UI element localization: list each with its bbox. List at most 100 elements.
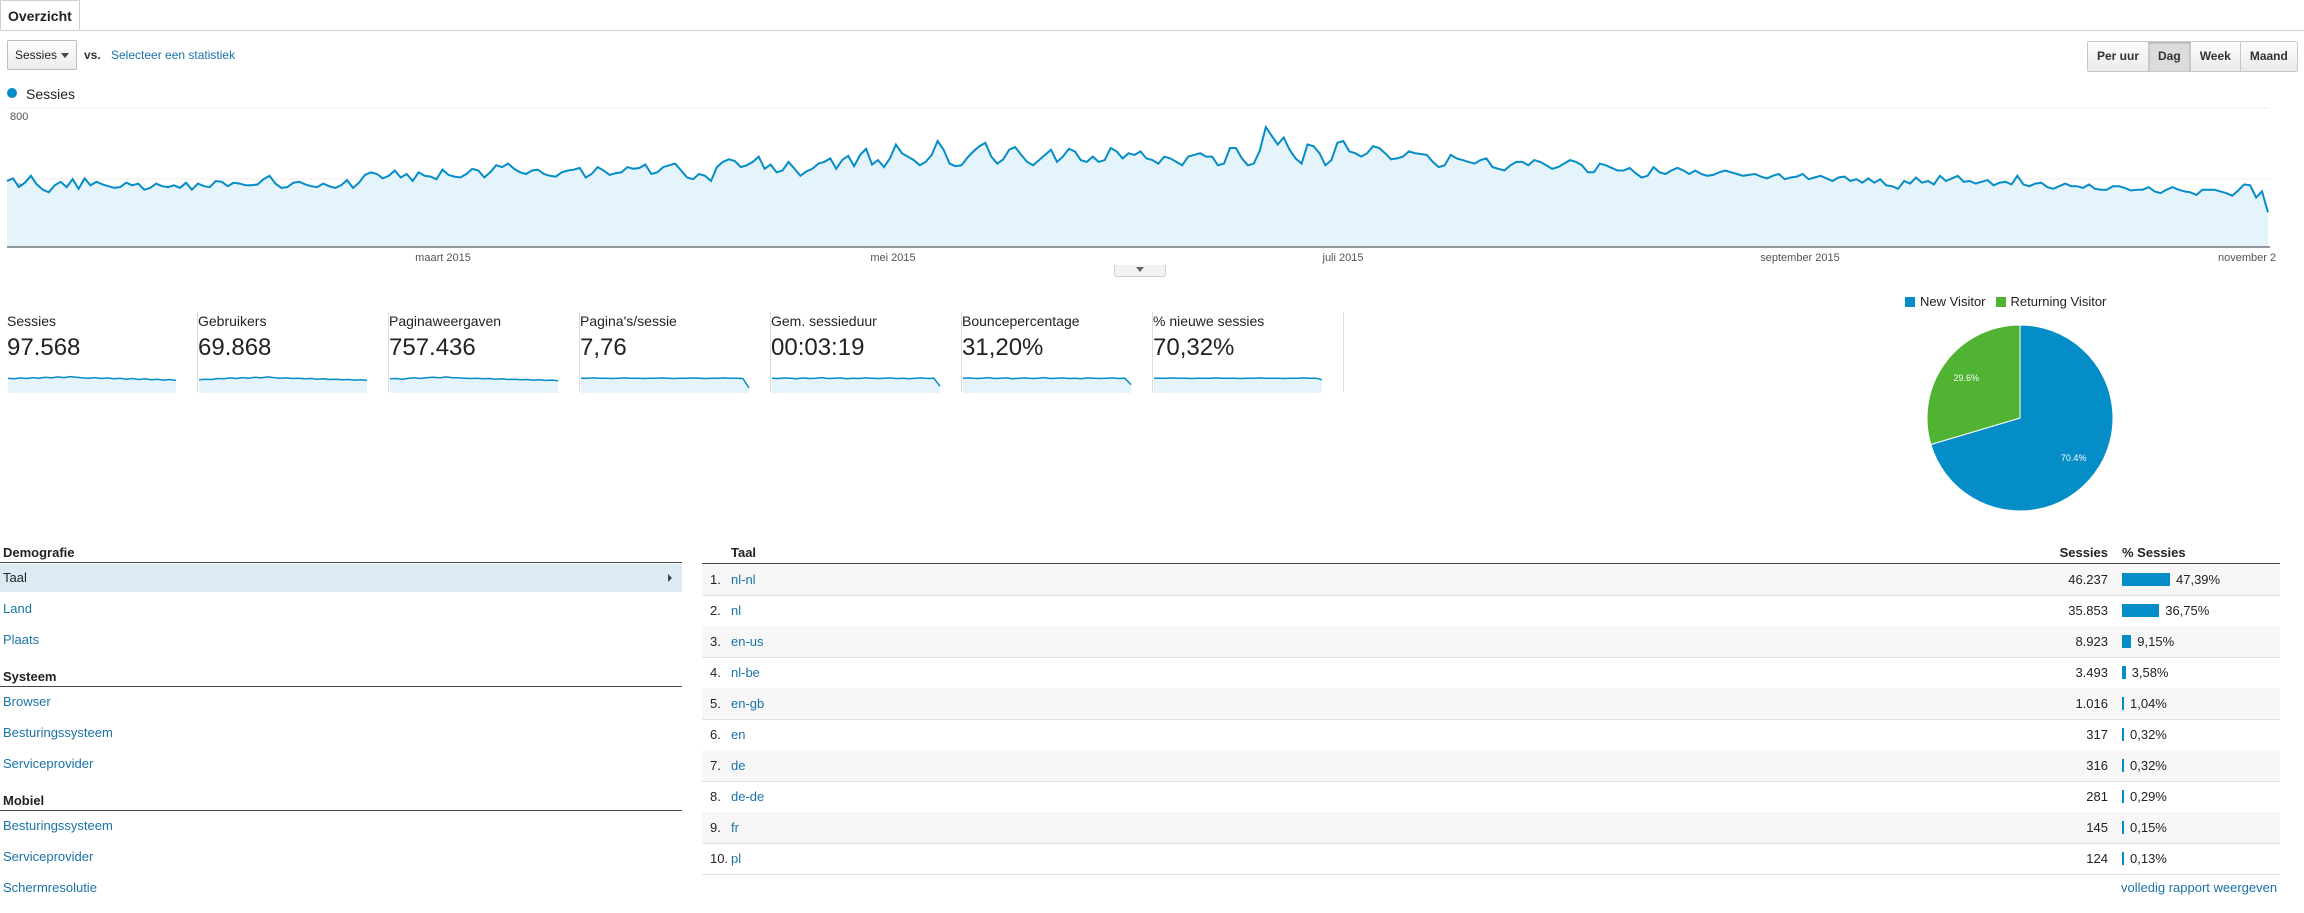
tab-overzicht[interactable]: Overzicht: [0, 0, 80, 30]
scorecard-label: Pagina's/sessie: [580, 313, 677, 329]
chart-collapse-handle[interactable]: [1114, 265, 1166, 277]
row-sessions: 316: [2086, 758, 2108, 773]
period-button-week[interactable]: Week: [2189, 42, 2240, 71]
scorecard-value: 757.436: [389, 334, 476, 361]
language-link[interactable]: en-gb: [731, 696, 765, 711]
table-row: 10. pl 124 0,13%: [702, 843, 2280, 875]
table-row: 7. de 316 0,32%: [702, 750, 2280, 782]
row-rank: 8.: [710, 789, 721, 804]
section-heading-mobiel: Mobiel: [3, 793, 45, 808]
sparkline-area: [1154, 377, 1322, 393]
legend-item-new-visitor[interactable]: New Visitor: [1905, 294, 1986, 309]
scorecard-nieuwe-sessies[interactable]: % nieuwe sessies 70,32%: [1153, 312, 1344, 393]
x-tick-label: november 2: [2218, 252, 2276, 264]
legend-swatch: [1995, 296, 2006, 307]
x-tick-label: september 2015: [1760, 252, 1840, 264]
compare-metric-link[interactable]: Selecteer een statistiek: [111, 48, 236, 62]
sparkline-line: [771, 376, 941, 387]
nav-item-land[interactable]: Land: [3, 601, 32, 616]
table-row: 8. de-de 281 0,29%: [702, 781, 2280, 813]
percentage-bar: [2122, 666, 2126, 679]
row-rank: 5.: [710, 696, 721, 711]
full-report-link[interactable]: volledig rapport weergeven: [2121, 880, 2278, 895]
pie-slice[interactable]: [1930, 324, 2114, 512]
pie-slice[interactable]: [1926, 324, 2021, 446]
row-percentage: 9,15%: [2137, 634, 2175, 649]
period-toggle-group: Per uur Dag Week Maand: [2087, 41, 2298, 72]
sparkline-line: [389, 376, 559, 382]
percentage-bar: [2122, 821, 2124, 834]
section-divider: [0, 562, 682, 563]
scorecard-gem-sessieduur[interactable]: Gem. sessieduur 00:03:19: [771, 312, 962, 393]
nav-item-besturingssysteem[interactable]: Besturingssysteem: [3, 725, 113, 740]
scorecard-gebruikers[interactable]: Gebruikers 69.868: [198, 312, 389, 393]
language-link[interactable]: pl: [731, 851, 742, 866]
sparkline-area: [772, 377, 940, 393]
row-percentage: 0,32%: [2130, 758, 2167, 773]
row-sessions: 35.853: [2068, 603, 2108, 618]
scorecard-paginas-per-sessie[interactable]: Pagina's/sessie 7,76: [580, 312, 771, 393]
row-rank: 10.: [710, 851, 729, 866]
column-header-pct-sessies[interactable]: % Sessies: [2122, 545, 2186, 560]
percentage-bar: [2122, 759, 2124, 772]
language-link[interactable]: nl: [731, 603, 742, 618]
table-row: 4. nl-be 3.493 3,58%: [702, 657, 2280, 689]
nav-item-browser[interactable]: Browser: [3, 694, 51, 709]
column-header-sessies[interactable]: Sessies: [2059, 545, 2108, 560]
chart-legend-label[interactable]: Sessies: [26, 86, 76, 102]
scorecard-sparkline: [7, 375, 177, 393]
sparkline-line: [581, 377, 750, 389]
nav-item-serviceprovider[interactable]: Serviceprovider: [3, 756, 94, 771]
scorecard-label: Bouncepercentage: [962, 313, 1080, 329]
row-percentage: 0,29%: [2130, 789, 2167, 804]
table-header: Taal Sessies % Sessies: [702, 543, 2280, 564]
row-rank: 2.: [710, 603, 721, 618]
legend-dot-icon: [7, 88, 17, 98]
legend-item-returning-visitor[interactable]: Returning Visitor: [1995, 294, 2107, 309]
sessions-line-chart[interactable]: 800 400 maart 2015 mei 2015 juli 2015 se…: [0, 100, 2280, 270]
language-link[interactable]: nl-nl: [731, 572, 756, 587]
row-sessions: 3.493: [2075, 665, 2108, 680]
nav-item-schermresolutie[interactable]: Schermresolutie: [3, 880, 97, 895]
scorecard-paginaweergaven[interactable]: Paginaweergaven 757.436: [389, 312, 580, 393]
row-rank: 9.: [710, 820, 721, 835]
x-tick-label: maart 2015: [415, 252, 471, 264]
period-button-per-uur[interactable]: Per uur: [2088, 42, 2149, 71]
nav-item-mobiel-besturingssysteem[interactable]: Besturingssysteem: [3, 818, 113, 833]
x-tick-label: mei 2015: [870, 252, 915, 264]
period-button-dag[interactable]: Dag: [2148, 42, 2190, 71]
language-link[interactable]: en-us: [731, 634, 764, 649]
scorecard-sparkline: [771, 376, 941, 393]
scorecard-value: 97.568: [7, 334, 81, 361]
legend-label: Returning Visitor: [2010, 294, 2107, 309]
language-link[interactable]: fr: [731, 820, 739, 835]
period-button-maand[interactable]: Maand: [2239, 42, 2297, 71]
visitor-type-pie-chart[interactable]: 70.4% 29.6%: [1920, 324, 2120, 524]
nav-item-taal[interactable]: Taal: [0, 564, 682, 592]
scorecard-sparkline: [962, 376, 1132, 393]
nav-item-mobiel-serviceprovider[interactable]: Serviceprovider: [3, 849, 94, 864]
percentage-bar: [2122, 852, 2124, 865]
section-heading-systeem: Systeem: [3, 669, 57, 684]
table-row: 3. en-us 8.923 9,15%: [702, 626, 2280, 658]
language-link[interactable]: de: [731, 758, 746, 773]
scorecard-label: Paginaweergaven: [389, 313, 502, 329]
scorecard-sparkline: [389, 376, 559, 393]
x-tick-label: juli 2015: [1322, 252, 1364, 264]
scorecard-bouncepercentage[interactable]: Bouncepercentage 31,20%: [962, 312, 1153, 393]
scorecard-sessies[interactable]: Sessies 97.568: [7, 312, 198, 393]
column-header-taal: Taal: [731, 545, 757, 560]
nav-item-plaats[interactable]: Plaats: [3, 632, 40, 647]
section-divider: [0, 686, 682, 687]
scorecard-label: Gem. sessieduur: [771, 313, 877, 329]
language-link[interactable]: de-de: [731, 789, 765, 804]
percentage-bar: [2122, 728, 2124, 741]
table-row: 9. fr 145 0,15%: [702, 812, 2280, 844]
row-rank: 1.: [710, 572, 721, 587]
row-rank: 6.: [710, 727, 721, 742]
metric-select[interactable]: Sessies: [7, 40, 77, 70]
row-rank: 4.: [710, 665, 721, 680]
row-rank: 3.: [710, 634, 721, 649]
language-link[interactable]: nl-be: [731, 665, 760, 680]
language-link[interactable]: en: [731, 727, 746, 742]
